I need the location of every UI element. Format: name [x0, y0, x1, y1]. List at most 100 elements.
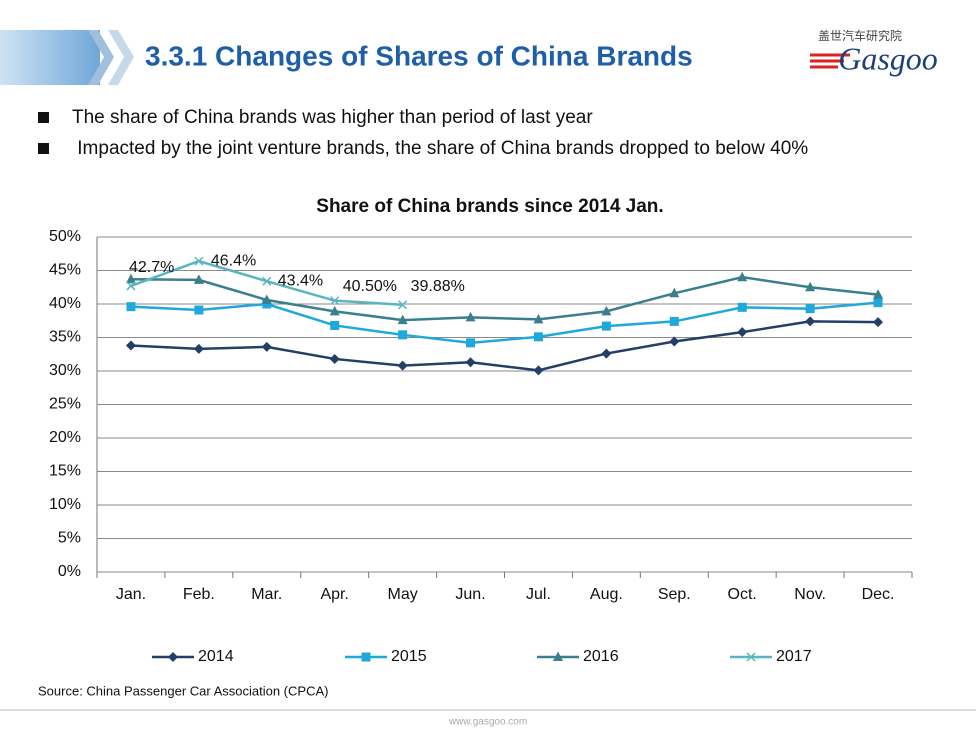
marker [466, 338, 476, 348]
x-tick-label: Oct. [728, 586, 757, 603]
footer: www.gasgoo.com [448, 717, 527, 728]
x-tick-label: May [388, 586, 418, 603]
x-tick-label: Feb. [183, 586, 215, 603]
marker [533, 313, 544, 324]
marker [168, 652, 178, 662]
marker [601, 321, 611, 331]
marker [601, 348, 612, 359]
legend-entry: 2014 [152, 648, 234, 665]
y-tick-label: 45% [49, 262, 81, 279]
legend-entry: 2017 [730, 648, 812, 665]
series-line [130, 301, 879, 345]
slide-title: 3.3.1 Changes of Shares of China Brands [145, 40, 693, 71]
y-tick-label: 25% [49, 396, 81, 413]
marker [361, 652, 371, 662]
marker [398, 300, 408, 310]
marker [805, 281, 816, 292]
x-tick-label: Jul. [526, 586, 551, 603]
marker [601, 305, 612, 316]
marker [805, 316, 816, 327]
marker [262, 276, 272, 286]
legend-label: 2014 [198, 648, 234, 665]
marker [465, 311, 476, 322]
marker [330, 320, 340, 330]
data-label: 39.88% [411, 278, 465, 295]
marker [533, 332, 543, 342]
marker [737, 302, 747, 312]
marker [873, 317, 884, 328]
marker [125, 340, 136, 351]
marker [330, 296, 340, 306]
y-tick-label: 10% [49, 496, 81, 513]
marker [397, 360, 408, 371]
legend-label: 2015 [391, 648, 427, 665]
y-tick-label: 30% [49, 362, 81, 379]
marker [126, 281, 136, 291]
series-line [130, 320, 879, 372]
marker [397, 314, 408, 325]
legend-entry: 2015 [345, 648, 427, 665]
x-tick-label: Aug. [590, 586, 623, 603]
marker [193, 343, 204, 354]
y-tick-label: 50% [49, 228, 81, 245]
data-label: 42.7% [129, 259, 174, 276]
y-tick-label: 15% [49, 463, 81, 480]
marker [194, 256, 204, 266]
marker [805, 304, 815, 314]
x-tick-label: Apr. [320, 586, 348, 603]
y-tick-label: 35% [49, 329, 81, 346]
chevron [88, 30, 114, 85]
marker [669, 336, 680, 347]
logo: Gasgoo [838, 40, 938, 76]
chevron [108, 30, 134, 85]
header-band [0, 30, 100, 85]
marker [746, 652, 756, 662]
data-label: 40.50% [343, 278, 397, 295]
marker [193, 274, 204, 284]
bullet: Impacted by the joint venture brands, th… [72, 138, 808, 159]
bullet-mark [38, 112, 49, 123]
marker [873, 289, 884, 299]
source: Source: China Passenger Car Association … [38, 683, 328, 698]
legend-label: 2017 [776, 648, 812, 665]
marker [261, 341, 272, 352]
marker [329, 305, 340, 316]
marker [465, 357, 476, 368]
logo-sub: 盖世汽车研究院 [818, 28, 902, 43]
bullet: The share of China brands was higher tha… [72, 107, 593, 128]
x-tick-label: Jan. [116, 586, 146, 603]
x-tick-label: Mar. [251, 586, 282, 603]
legend-entry: 2016 [537, 648, 619, 665]
marker [737, 327, 748, 338]
marker [261, 294, 272, 304]
marker [553, 651, 563, 661]
marker [398, 330, 408, 340]
y-tick-label: 40% [49, 295, 81, 312]
marker [329, 353, 340, 364]
marker [669, 316, 679, 326]
y-tick-label: 5% [58, 530, 81, 547]
x-tick-label: Nov. [794, 586, 826, 603]
plot: 0% 5% 10% 15% 20% 25% 30% 35% 40% 45% 50% Jan. Feb. M… [49, 228, 913, 665]
bullet-mark [38, 143, 49, 154]
marker [873, 298, 883, 308]
y-tick-label: 0% [58, 563, 81, 580]
data-label: 46.4% [211, 252, 256, 269]
marker [125, 273, 136, 284]
marker [669, 287, 680, 298]
x-tick-label: Jun. [455, 586, 485, 603]
data-label: 43.4% [278, 272, 323, 289]
chart-title: Share of China brands since 2014 Jan. [316, 196, 663, 217]
x-tick-label: Sep. [658, 586, 691, 603]
marker [533, 365, 544, 376]
marker [194, 305, 204, 315]
marker [126, 302, 136, 312]
marker [737, 271, 748, 282]
y-tick-label: 20% [49, 429, 81, 446]
logo-stripes [810, 53, 850, 69]
marker [262, 299, 272, 309]
x-tick-label: Dec. [862, 586, 895, 603]
legend-label: 2016 [583, 648, 619, 665]
series-line [130, 275, 879, 322]
